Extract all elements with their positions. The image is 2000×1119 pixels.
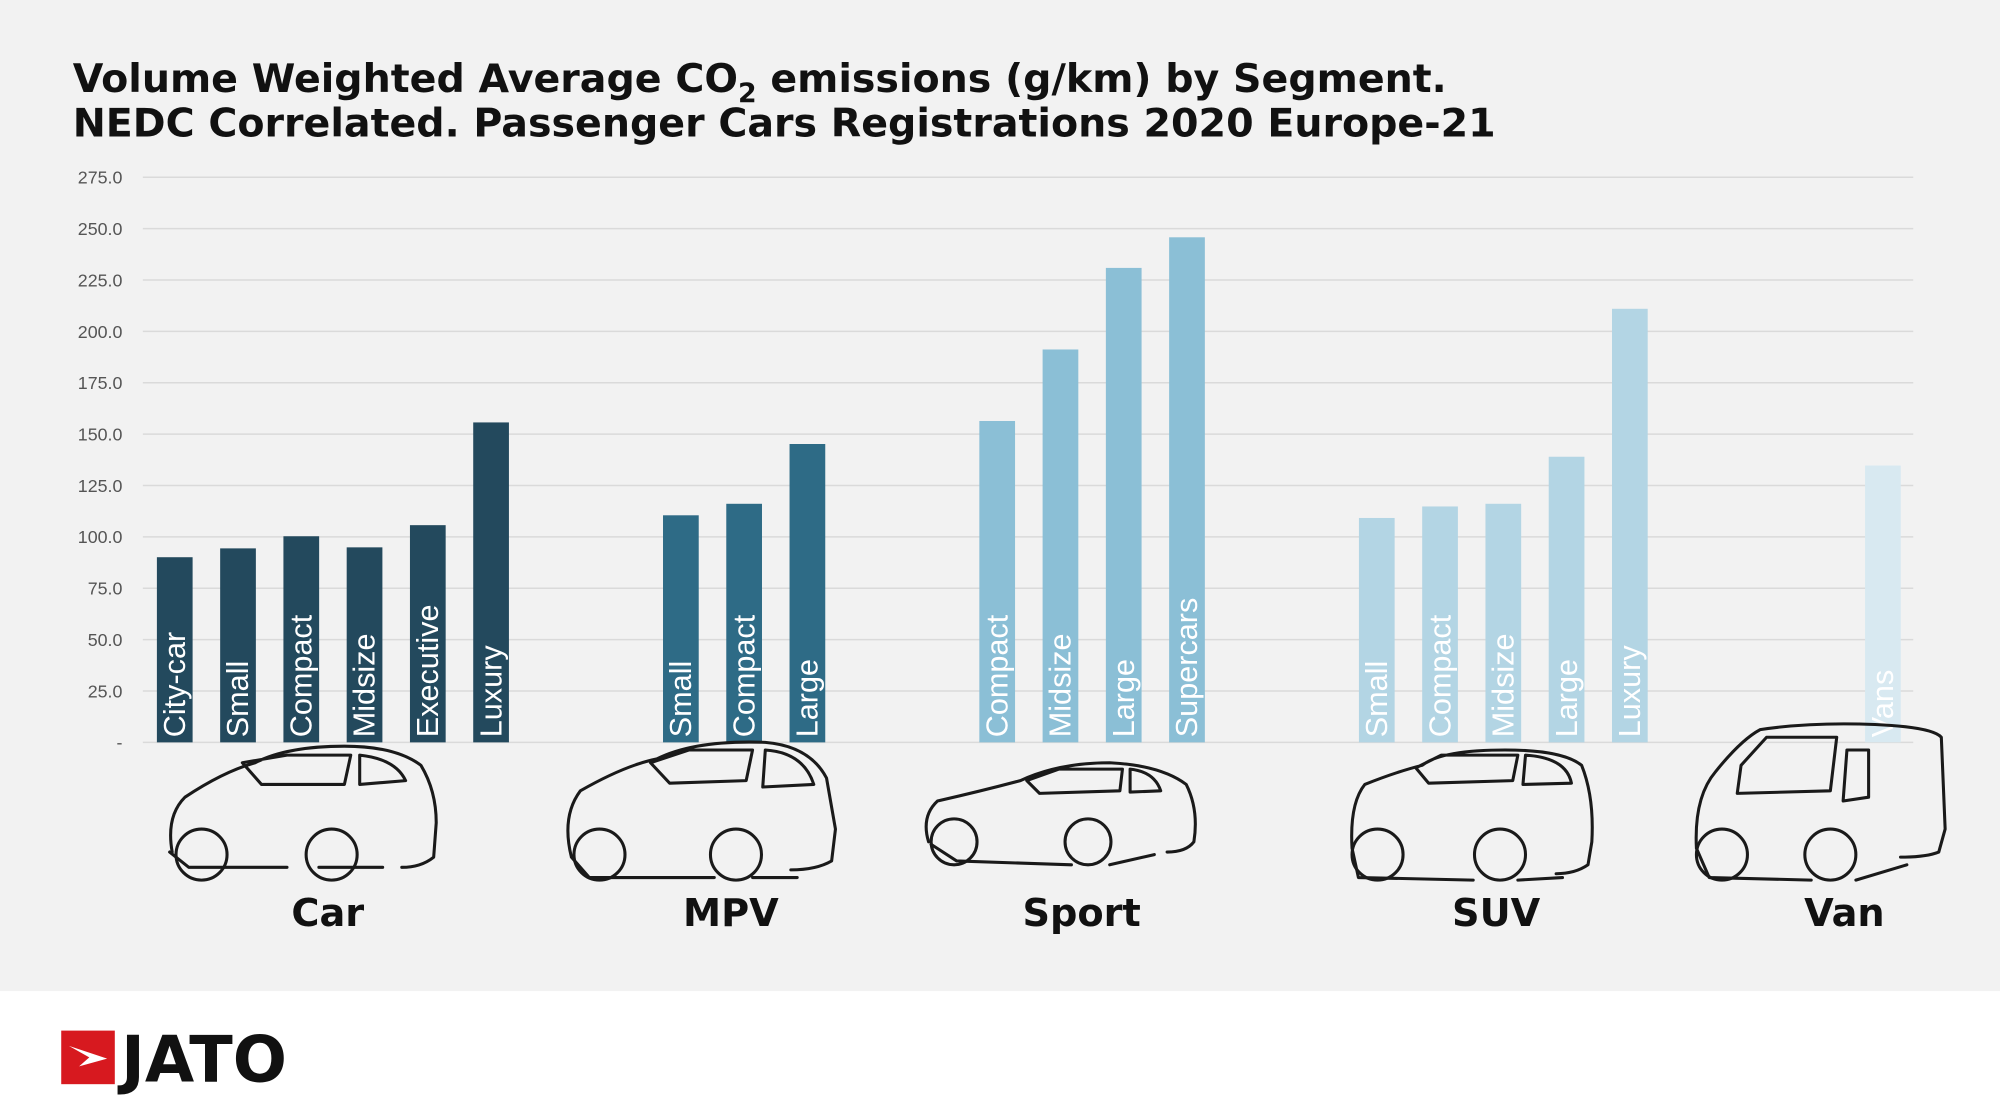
y-tick-label: 150.0 (78, 425, 123, 445)
y-tick-label: 275.0 (78, 168, 123, 188)
bar-label: Luxury (474, 645, 508, 738)
hatchback-car-icon (168, 744, 438, 882)
y-tick-label: 100.0 (78, 527, 123, 547)
bar-label: Small (664, 661, 698, 738)
bar-car-executive (409, 525, 446, 743)
bar-mpv-large (789, 443, 826, 743)
bar-label: Small (1360, 661, 1394, 738)
bar-car-luxury (473, 422, 509, 743)
van-icon (1694, 722, 1947, 882)
group-label: Car (291, 891, 364, 936)
y-tick-label: 225.0 (78, 270, 123, 290)
bar-group-car: City-car Small Compact Midsize Executive Luxu… (156, 422, 509, 743)
bar-group-mpv: Small Compact Large (663, 443, 826, 743)
y-tick-label: 75.0 (88, 579, 123, 599)
chart-title-line1: Volume Weighted Average CO2 emissions (g… (73, 56, 1447, 109)
bar-mpv-compact (726, 503, 762, 743)
bar-mpv-small (663, 515, 699, 743)
bar-suv-small (1358, 517, 1395, 743)
mpv-car-icon (566, 740, 837, 882)
sports-car-icon (924, 761, 1197, 867)
bar-suv-compact (1422, 506, 1458, 743)
bar-car-small (220, 548, 256, 743)
bar-label: City-car (158, 632, 192, 737)
group-label: Van (1804, 891, 1885, 936)
bar-car-midsize (346, 547, 383, 743)
jato-logo: JATO (61, 1024, 287, 1098)
bar-suv-large (1548, 456, 1585, 743)
y-tick-label: - (116, 733, 122, 753)
chart-title-line2: NEDC Correlated. Passenger Cars Registra… (73, 100, 1496, 146)
bar-label: Midsize (1044, 633, 1078, 737)
jato-logo-text: JATO (117, 1024, 287, 1098)
suv-icon (1350, 748, 1594, 882)
y-tick-label: 25.0 (88, 681, 123, 701)
group-label: Sport (1022, 891, 1140, 936)
bar-group-van: Vans (1865, 465, 1901, 743)
bar-label: Supercars (1170, 598, 1204, 738)
y-tick-label: 175.0 (78, 373, 123, 393)
bar-label: Executive (411, 605, 445, 738)
bar-label: Small (221, 661, 255, 738)
group-label: SUV (1452, 891, 1541, 936)
bar-group-sport: Compact Midsize Large Supercars (979, 237, 1205, 743)
bar-sport-midsize (1042, 349, 1079, 743)
jato-logo-mark (61, 1030, 115, 1085)
bar-label: Compact (1423, 614, 1457, 737)
bar-label: Compact (727, 614, 761, 737)
bar-label: Luxury (1613, 645, 1647, 738)
y-tick-label: 50.0 (88, 630, 123, 650)
bar-label: Large (1107, 659, 1141, 737)
bar-car-compact (283, 536, 320, 743)
bar-label: Compact (980, 614, 1014, 737)
bar-van-vans (1865, 465, 1901, 743)
bar-sport-compact (979, 420, 1016, 743)
bar-label: Large (791, 659, 825, 737)
bar-label: Compact (284, 614, 318, 737)
bar-label: Large (1550, 659, 1584, 737)
group-label: MPV (683, 891, 779, 936)
y-tick-label: 125.0 (78, 476, 123, 496)
y-tick-label: 250.0 (78, 219, 123, 239)
bar-sport-supercars (1169, 237, 1205, 743)
bar-group-suv: Small Compact Midsize Large Luxury (1358, 308, 1648, 743)
bar-suv-luxury (1611, 308, 1648, 743)
y-tick-label: 200.0 (78, 322, 123, 342)
bar-suv-midsize (1485, 503, 1522, 743)
bar-sport-large (1105, 267, 1142, 743)
bar-car-city-car (156, 557, 193, 743)
bar-label: Midsize (1487, 633, 1521, 737)
bar-label: Midsize (348, 633, 382, 737)
